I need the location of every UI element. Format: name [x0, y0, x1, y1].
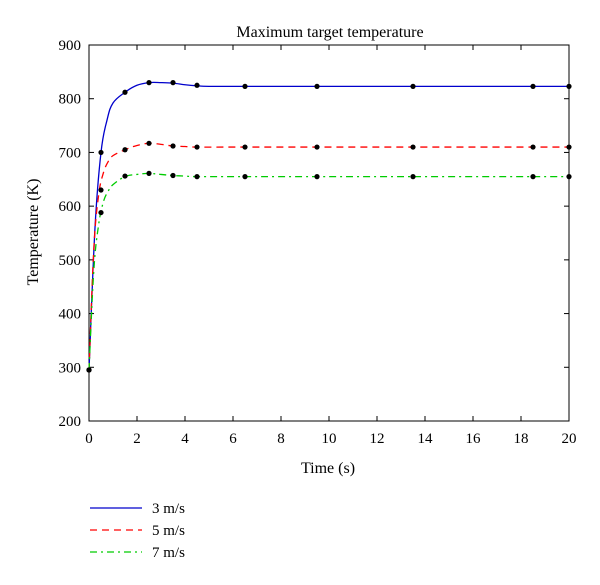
data-point-7-m-s: [194, 174, 200, 180]
x-axis-title: Time (s): [301, 460, 355, 477]
x-tick-label: 20: [562, 431, 577, 447]
data-point-5-m-s: [170, 143, 176, 149]
y-tick-label: 900: [59, 38, 82, 54]
chart-title: Maximum target temperature: [236, 24, 423, 41]
legend-label-5-m-s: 5 m/s: [152, 523, 185, 539]
x-tick-label: 2: [133, 431, 141, 447]
data-point-7-m-s: [566, 174, 572, 180]
y-tick-label: 300: [59, 360, 82, 376]
data-point-5-m-s: [194, 144, 200, 150]
y-tick-label: 400: [59, 307, 82, 323]
data-point-3-m-s: [410, 83, 416, 89]
data-point-3-m-s: [194, 82, 200, 88]
x-tick-label: 16: [466, 431, 482, 447]
data-point-7-m-s: [242, 174, 248, 180]
data-point-7-m-s: [122, 173, 128, 179]
data-point-7-m-s: [530, 174, 536, 180]
data-point-3-m-s: [170, 80, 176, 86]
x-tick-label: 14: [418, 431, 434, 447]
data-point-5-m-s: [314, 144, 320, 150]
axes-frame: [88, 44, 570, 422]
data-point-3-m-s: [242, 83, 248, 89]
y-tick-label: 200: [59, 414, 82, 430]
data-point-5-m-s: [146, 140, 152, 146]
data-point-5-m-s: [530, 144, 536, 150]
data-point-3-m-s: [566, 83, 572, 89]
series-line-3-m-s: [88, 81, 569, 370]
data-point-5-m-s: [566, 144, 572, 150]
y-tick-label: 500: [59, 253, 82, 269]
data-point-3-m-s: [314, 83, 320, 89]
y-tick-label: 800: [59, 92, 82, 108]
data-point-3-m-s: [122, 89, 128, 95]
y-axis-title: Temperature (K): [25, 179, 42, 286]
x-tick-label: 0: [85, 431, 93, 447]
x-tick-label: 10: [322, 431, 337, 447]
data-point-7-m-s: [86, 367, 92, 373]
series-line-5-m-s: [88, 142, 569, 370]
data-point-5-m-s: [410, 144, 416, 150]
data-point-7-m-s: [98, 209, 104, 216]
data-point-7-m-s: [170, 172, 176, 179]
legend-label-7-m-s: 7 m/s: [152, 545, 185, 561]
data-point-5-m-s: [242, 144, 248, 150]
x-tick-label: 18: [514, 431, 529, 447]
y-tick-label: 700: [59, 145, 82, 161]
plot-area: 0 2 4 6 8 10 12 14 16 18 20 200 300 400 500 600 700 800 90…: [59, 38, 577, 447]
series-line-7-m-s: [88, 172, 569, 371]
x-tick-label: 6: [229, 431, 237, 447]
y-tick-label: 600: [59, 199, 82, 215]
data-point-5-m-s: [98, 187, 104, 193]
data-point-5-m-s: [122, 147, 128, 153]
legend: 3 m/s 5 m/s 7 m/s: [90, 501, 185, 561]
data-point-7-m-s: [146, 170, 152, 176]
data-point-3-m-s: [98, 149, 104, 156]
x-tick-label: 4: [181, 431, 189, 447]
x-tick-label: 8: [277, 431, 285, 447]
legend-label-3-m-s: 3 m/s: [152, 501, 185, 517]
x-tick-label: 12: [370, 431, 385, 447]
data-point-3-m-s: [146, 80, 152, 86]
data-point-3-m-s: [530, 83, 536, 89]
data-point-7-m-s: [314, 174, 320, 180]
data-point-7-m-s: [410, 174, 416, 180]
